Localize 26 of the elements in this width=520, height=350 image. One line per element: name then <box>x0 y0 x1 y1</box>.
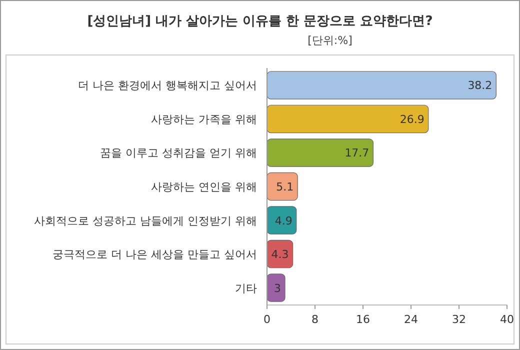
data-label: 3 <box>274 282 281 295</box>
x-tick-label: 32 <box>452 313 466 326</box>
x-tick-label: 24 <box>404 313 418 326</box>
y-tick-label: 꿈을 이루고 성취감을 얻기 위해 <box>100 146 257 160</box>
x-tick-label: 40 <box>500 313 514 326</box>
x-tick-label: 0 <box>264 313 270 326</box>
data-label: 5.1 <box>276 180 294 194</box>
data-label: 38.2 <box>468 79 492 92</box>
bar <box>266 104 429 134</box>
y-tick-label: 기타 <box>235 282 257 295</box>
y-tick-label: 궁극적으로 더 나은 세상을 만들고 싶어서 <box>52 248 257 262</box>
data-label: 4.3 <box>271 248 289 262</box>
y-tick-label: 사랑하는 연인을 위해 <box>151 180 257 194</box>
bar <box>266 172 298 201</box>
bar <box>266 71 496 100</box>
data-label: 26.9 <box>400 112 424 126</box>
y-tick-label: 더 나은 환경에서 행복해지고 싶어서 <box>78 79 257 92</box>
y-tick-label: 사회적으로 성공하고 남들에게 인정받기 위해 <box>34 214 257 228</box>
chart-title: [성인남녀] 내가 살아가는 이유를 한 문장으로 요약한다면? <box>87 14 433 29</box>
data-label: 4.9 <box>274 214 292 228</box>
y-tick-label: 사랑하는 가족을 위해 <box>151 112 257 126</box>
x-tick-label: 8 <box>312 313 318 326</box>
bar <box>266 138 374 167</box>
data-label: 17.7 <box>344 146 370 160</box>
chart-subtitle: [단위:%] <box>308 34 352 47</box>
x-tick-label: 16 <box>356 313 370 326</box>
